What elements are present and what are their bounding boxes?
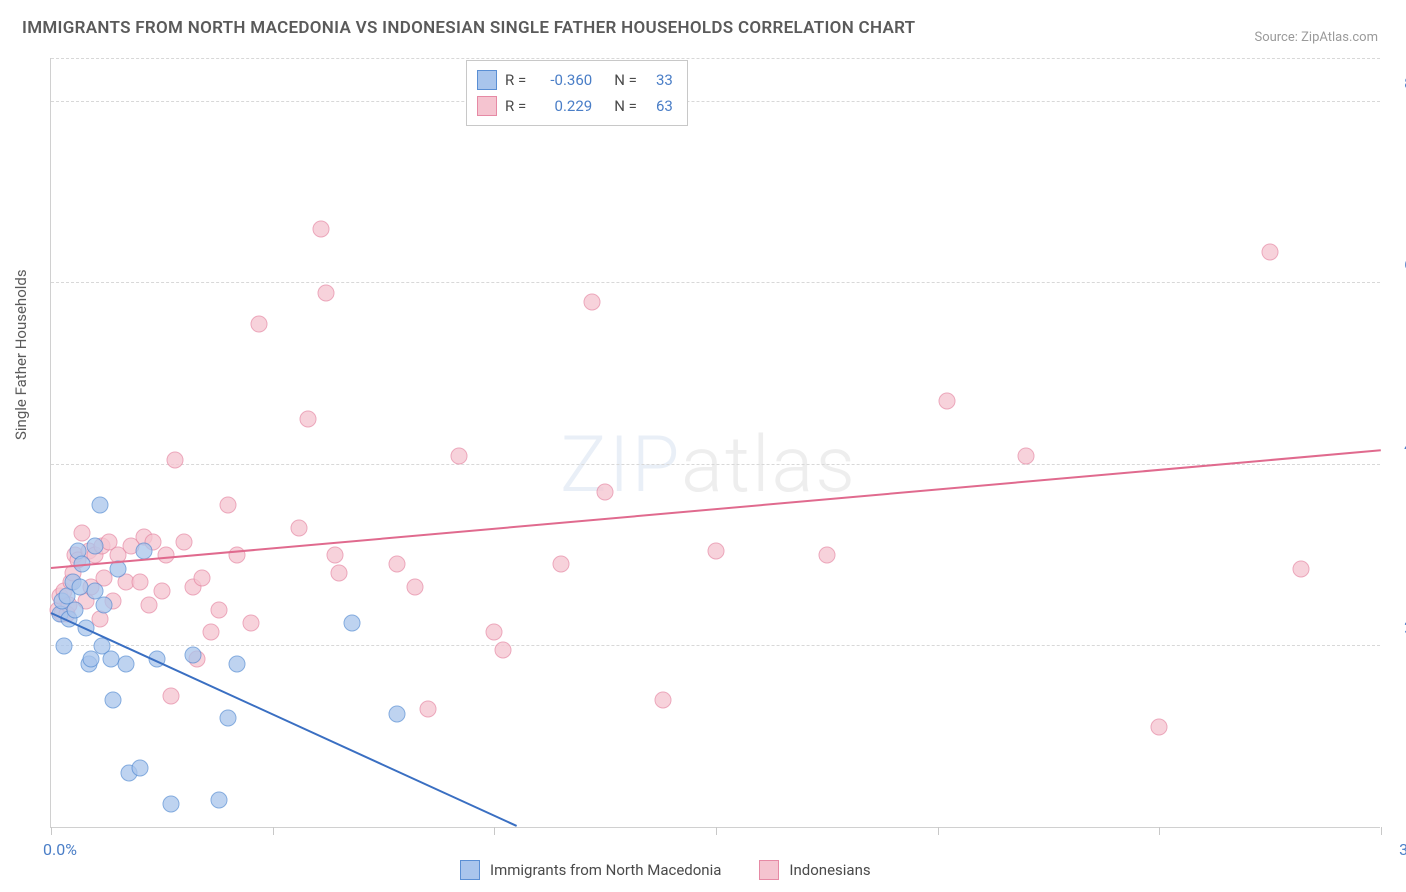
scatter-point-series1 [131, 760, 148, 777]
scatter-point-series2 [220, 497, 237, 514]
scatter-point-series2 [131, 574, 148, 591]
scatter-point-series1 [56, 637, 73, 654]
scatter-point-series2 [313, 221, 330, 238]
scatter-point-series2 [242, 615, 259, 632]
scatter-point-series2 [74, 524, 91, 541]
scatter-point-series1 [91, 497, 108, 514]
scatter-point-series1 [388, 705, 405, 722]
scatter-point-series2 [202, 624, 219, 641]
legend-swatch [477, 70, 497, 90]
scatter-point-series2 [211, 601, 228, 618]
scatter-point-series2 [552, 556, 569, 573]
scatter-point-series1 [67, 601, 84, 618]
scatter-point-series2 [251, 316, 268, 333]
x-tick [1159, 827, 1160, 835]
scatter-point-series2 [654, 692, 671, 709]
x-tick [51, 827, 52, 835]
scatter-point-series2 [708, 542, 725, 559]
grid-line [51, 58, 1380, 59]
x-tick [716, 827, 717, 835]
source-attribution: Source: ZipAtlas.com [1254, 30, 1378, 45]
scatter-point-series2 [597, 483, 614, 500]
scatter-point-series2 [419, 701, 436, 718]
scatter-point-series1 [220, 710, 237, 727]
scatter-point-series1 [184, 646, 201, 663]
scatter-point-series2 [818, 547, 835, 564]
correlation-legend-row: R =0.229N =63 [477, 93, 673, 119]
series-legend: Immigrants from North Macedonia Indonesia… [460, 860, 899, 880]
scatter-point-series1 [105, 692, 122, 709]
scatter-point-series2 [317, 284, 334, 301]
scatter-point-series1 [82, 651, 99, 668]
chart-title: IMMIGRANTS FROM NORTH MACEDONIA VS INDON… [22, 18, 915, 38]
scatter-point-series2 [388, 556, 405, 573]
grid-line [51, 464, 1380, 465]
grid-line [51, 282, 1380, 283]
scatter-point-series1 [87, 538, 104, 555]
x-axis-max-label: 30.0% [1399, 840, 1406, 859]
scatter-point-series2 [193, 569, 210, 586]
x-tick [1381, 827, 1382, 835]
scatter-point-series1 [211, 791, 228, 808]
x-tick [494, 827, 495, 835]
scatter-point-series1 [344, 615, 361, 632]
x-tick [938, 827, 939, 835]
scatter-plot-area: 0.0% 30.0% 2.0%4.0%6.0%8.0% [50, 58, 1380, 828]
scatter-point-series1 [118, 655, 135, 672]
scatter-point-series1 [96, 597, 113, 614]
scatter-point-series1 [162, 796, 179, 813]
scatter-point-series2 [495, 642, 512, 659]
correlation-legend-row: R =-0.360N =33 [477, 67, 673, 93]
x-axis-min-label: 0.0% [43, 840, 77, 859]
legend-label: Indonesians [789, 861, 870, 879]
scatter-point-series2 [167, 452, 184, 469]
scatter-point-series1 [71, 578, 88, 595]
grid-line [51, 645, 1380, 646]
scatter-point-series2 [153, 583, 170, 600]
x-tick [273, 827, 274, 835]
scatter-point-series1 [102, 651, 119, 668]
grid-line [51, 101, 1380, 102]
scatter-point-series1 [136, 542, 153, 559]
scatter-point-series2 [176, 533, 193, 550]
scatter-point-series2 [1018, 447, 1035, 464]
scatter-point-series2 [486, 624, 503, 641]
legend-swatch [759, 860, 779, 880]
legend-swatch [460, 860, 480, 880]
scatter-point-series2 [450, 447, 467, 464]
scatter-point-series2 [326, 547, 343, 564]
scatter-point-series2 [1262, 243, 1279, 260]
scatter-point-series2 [1293, 560, 1310, 577]
scatter-point-series2 [291, 520, 308, 537]
scatter-point-series2 [1151, 719, 1168, 736]
scatter-point-series2 [938, 393, 955, 410]
scatter-point-series2 [162, 687, 179, 704]
scatter-point-series2 [140, 597, 157, 614]
correlation-legend: R =-0.360N =33R =0.229N =63 [466, 60, 688, 126]
legend-swatch [477, 96, 497, 116]
scatter-point-series2 [331, 565, 348, 582]
y-axis-label: Single Father Households [12, 269, 30, 440]
scatter-point-series1 [229, 655, 246, 672]
scatter-point-series2 [583, 293, 600, 310]
legend-label: Immigrants from North Macedonia [490, 861, 721, 879]
scatter-point-series2 [406, 578, 423, 595]
scatter-point-series2 [300, 411, 317, 428]
